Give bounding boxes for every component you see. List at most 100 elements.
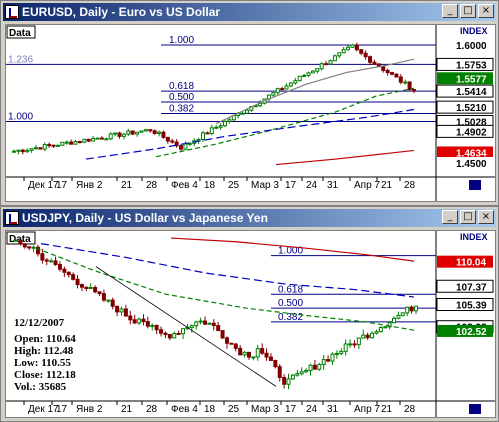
time-axis-label: Дек 17 — [28, 180, 59, 191]
minimize-button[interactable]: _ — [442, 4, 458, 18]
price-label: 1.6000 — [456, 41, 487, 52]
fib-level-label: 0.500 — [278, 298, 303, 309]
candle-body — [233, 343, 238, 349]
candle-body — [49, 260, 54, 263]
price-label: 1.5028 — [456, 117, 487, 128]
index-label: INDEX — [460, 232, 488, 242]
maximize-button[interactable]: □ — [460, 210, 476, 224]
candle-body — [189, 325, 194, 328]
candle-body — [368, 56, 373, 63]
candle-body — [396, 314, 401, 319]
candle-body — [271, 92, 276, 96]
candle-body — [172, 332, 177, 339]
candle-body — [359, 49, 364, 54]
moving-average-line — [35, 247, 415, 331]
candle-body — [339, 350, 344, 354]
minimize-button[interactable]: _ — [442, 210, 458, 224]
candle-body — [341, 49, 346, 54]
price-label: 110.04 — [456, 258, 486, 269]
price-label: 1.5414 — [456, 87, 487, 98]
candle-body — [251, 356, 256, 359]
candle-body — [130, 130, 135, 135]
data-label: Data — [9, 28, 31, 39]
candle-body — [412, 89, 416, 92]
candle-body — [348, 343, 353, 346]
price-label-box — [437, 39, 493, 51]
time-axis-label: Фев 4 — [171, 180, 198, 191]
candle-body — [135, 131, 140, 135]
candle-body — [69, 141, 74, 145]
candle-body — [211, 322, 216, 327]
close-button[interactable]: × — [478, 4, 494, 18]
candle-body — [132, 319, 137, 324]
candle-body — [374, 331, 379, 334]
time-axis-label: Апр 7 — [354, 180, 380, 191]
time-axis-label: 28 — [404, 180, 416, 191]
price-label: 1.5753 — [456, 60, 487, 71]
time-axis-label: 17 — [285, 404, 297, 415]
candle-body — [33, 147, 38, 150]
candle-body — [154, 324, 159, 331]
time-axis-label: 31 — [327, 180, 339, 191]
fib-level-label: 0.618 — [278, 284, 303, 295]
candle-body — [141, 318, 146, 323]
moving-average-line — [170, 237, 415, 262]
chart-window-icon — [5, 211, 19, 225]
candle-body — [181, 328, 186, 335]
candle-body — [363, 52, 368, 58]
time-axis-label: 17 — [56, 180, 68, 191]
candle-body — [106, 299, 111, 302]
maximize-button[interactable]: □ — [460, 4, 476, 18]
eurusd-titlebar[interactable]: EURUSD, Daily - Euro vs US Dollar _ □ × — [3, 3, 496, 21]
candle-body — [16, 149, 21, 152]
candle-body — [288, 82, 293, 87]
candle-body — [297, 75, 302, 82]
candle-body — [14, 239, 18, 242]
candle-body — [115, 305, 120, 313]
time-axis-label: Дек 17 — [28, 404, 59, 415]
usdjpy-title: USDJPY, Daily - US Dollar vs Japanese Ye… — [22, 211, 268, 225]
time-axis-label: 21 — [381, 404, 393, 415]
candle-body — [22, 243, 27, 248]
candle-body — [201, 132, 206, 140]
candle-body — [209, 127, 214, 135]
candle-body — [123, 308, 128, 317]
candle-body — [31, 246, 36, 249]
candle-body — [350, 44, 355, 48]
candle-body — [299, 371, 304, 375]
close-button[interactable]: × — [478, 210, 494, 224]
index-box — [438, 231, 494, 241]
time-axis-label: Янв 2 — [76, 404, 103, 415]
usdjpy-chart[interactable]: Data INDEX 1.000 0.618 0.500 0.382 110.04 107.3… — [5, 230, 496, 418]
usdjpy-titlebar[interactable]: USDJPY, Daily - US Dollar vs Japanese Ye… — [3, 209, 496, 227]
price-label-box — [436, 124, 494, 138]
candle-body — [310, 70, 315, 74]
candle-body — [104, 138, 109, 141]
candle-body — [88, 287, 93, 290]
candle-body — [268, 356, 273, 361]
price-label-box — [436, 279, 494, 293]
candle-body — [337, 52, 342, 57]
index-box — [438, 25, 494, 35]
price-label-box — [437, 157, 493, 169]
candle-body — [229, 342, 234, 345]
candle-body — [170, 140, 175, 143]
candle-body — [35, 246, 40, 255]
candle-body — [407, 81, 412, 91]
candle-body — [280, 88, 285, 91]
time-axis-label: 21 — [121, 180, 133, 191]
time-axis-label: 28 — [146, 180, 158, 191]
candle-body — [95, 137, 100, 140]
candle-body — [277, 366, 282, 378]
candle-body — [242, 351, 247, 356]
time-axis-label: 28 — [404, 404, 416, 415]
eurusd-chart[interactable]: Data INDEX 1.000 1.236 0.618 0.500 0.382 1.000 1… — [5, 24, 496, 202]
candle-body — [255, 348, 260, 358]
price-label: 1.5210 — [456, 103, 487, 114]
usdjpy-chart-svg: Data INDEX1.0000.6180.5000.382110.04107.3… — [6, 231, 495, 417]
candle-body — [117, 132, 122, 137]
chart-window-icon — [5, 5, 19, 19]
fib-level-label: 0.500 — [169, 92, 194, 103]
candle-body — [51, 144, 56, 147]
time-axis-label: 18 — [204, 404, 216, 415]
